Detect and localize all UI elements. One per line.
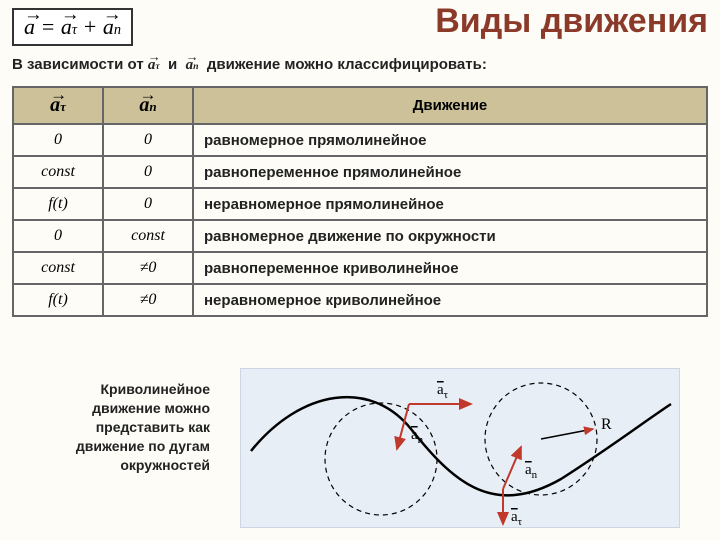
header-motion: Движение <box>193 87 707 124</box>
cell-a-tau: const <box>13 252 103 284</box>
cell-motion: равнопеременное прямолинейное <box>193 156 707 188</box>
label-at-top: aτ <box>437 382 449 401</box>
label-an-top: an <box>411 427 424 446</box>
subtitle: В зависимости от →aτ и →an движение можн… <box>12 56 487 74</box>
radius-line <box>541 429 593 439</box>
formula-term1: →aτ <box>61 14 77 40</box>
curvilinear-diagram: aτ an an aτ R <box>240 368 680 528</box>
table-row: const0равнопеременное прямолинейное <box>13 156 707 188</box>
cell-a-tau: f(t) <box>13 284 103 316</box>
header-a-n: →an <box>103 87 193 124</box>
cell-motion: равномерное движение по окружности <box>193 220 707 252</box>
cell-a-n: ≠0 <box>103 252 193 284</box>
cell-a-n: 0 <box>103 188 193 220</box>
cell-motion: неравномерное криволинейное <box>193 284 707 316</box>
trajectory-curve <box>251 397 671 495</box>
cell-a-tau: 0 <box>13 124 103 156</box>
table-row: 0constравномерное движение по окружности <box>13 220 707 252</box>
cell-motion: равномерное прямолинейное <box>193 124 707 156</box>
motion-table: →aτ →an Движение 00равномерное прямолине… <box>12 86 708 317</box>
header-a-tau: →aτ <box>13 87 103 124</box>
page-title: Виды движения <box>435 2 708 41</box>
cell-motion: равнопеременное криволинейное <box>193 252 707 284</box>
diagram-caption: Криволинейное движение можно представить… <box>50 380 210 474</box>
cell-a-tau: 0 <box>13 220 103 252</box>
acceleration-formula: →a = →aτ + →an <box>12 8 133 46</box>
subtitle-vec2: →an <box>186 57 199 74</box>
label-R: R <box>601 416 612 433</box>
table-row: f(t)0неравномерное прямолинейное <box>13 188 707 220</box>
label-at-bottom: aτ <box>511 509 523 528</box>
arrow-an-top <box>397 404 409 449</box>
table-row: 00равномерное прямолинейное <box>13 124 707 156</box>
cell-a-n: 0 <box>103 156 193 188</box>
cell-a-n: 0 <box>103 124 193 156</box>
dashed-circle-1 <box>325 403 437 515</box>
arrow-an-bottom <box>503 447 521 489</box>
table-row: f(t)≠0неравномерное криволинейное <box>13 284 707 316</box>
subtitle-vec1: →aτ <box>148 57 160 74</box>
table-row: const≠0равнопеременное криволинейное <box>13 252 707 284</box>
cell-motion: неравномерное прямолинейное <box>193 188 707 220</box>
cell-a-tau: const <box>13 156 103 188</box>
cell-a-n: const <box>103 220 193 252</box>
cell-a-tau: f(t) <box>13 188 103 220</box>
diagram-svg: aτ an an aτ R <box>241 369 681 529</box>
label-an-bottom: an <box>525 462 538 481</box>
cell-a-n: ≠0 <box>103 284 193 316</box>
formula-lhs: →a <box>24 14 35 40</box>
formula-term2: →an <box>103 14 121 40</box>
table-header-row: →aτ →an Движение <box>13 87 707 124</box>
